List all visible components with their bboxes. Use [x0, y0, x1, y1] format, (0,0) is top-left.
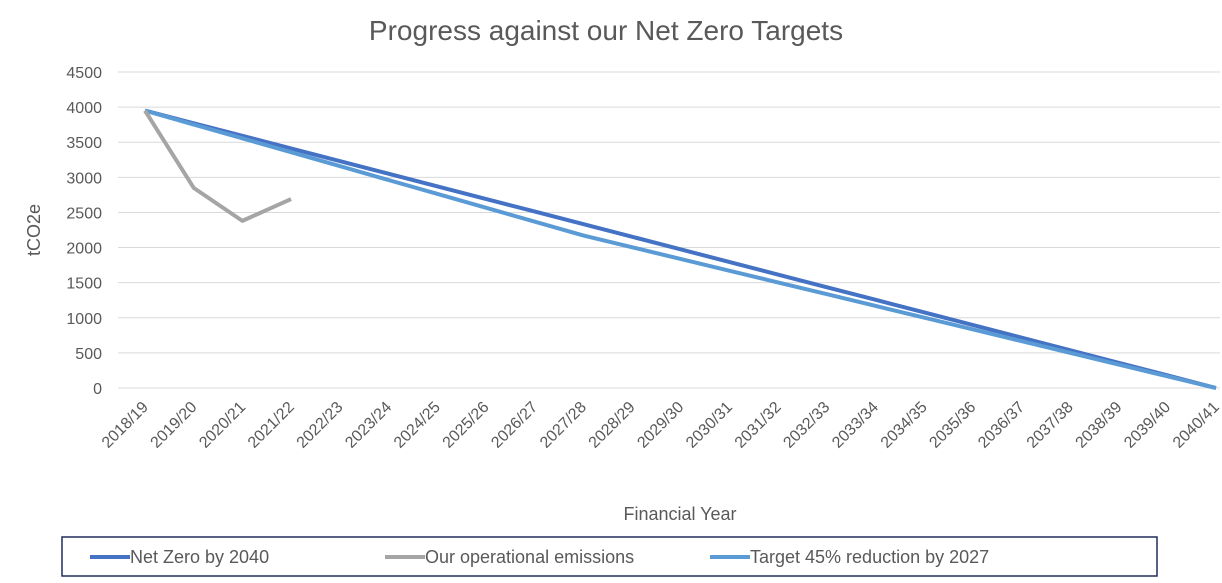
x-tick-label: 2022/23 [294, 399, 347, 452]
series-line [144, 108, 1217, 390]
series-line [143, 109, 292, 223]
legend-box [61, 536, 1158, 577]
x-tick-label: 2026/27 [488, 399, 541, 452]
x-tick-label: 2033/34 [829, 399, 882, 452]
legend-label: Net Zero by 2040 [130, 547, 269, 567]
y-tick-label: 0 [93, 381, 102, 398]
x-axis-label: Financial Year [623, 504, 736, 524]
x-tick-label: 2018/19 [99, 399, 152, 452]
y-tick-label: 1500 [66, 276, 102, 293]
x-tick-label: 2034/35 [878, 399, 931, 452]
series-line [144, 108, 1217, 390]
x-tick-label: 2025/26 [440, 399, 493, 452]
x-tick-label: 2037/38 [1024, 399, 1077, 452]
y-axis-label: tCO2e [24, 204, 44, 256]
y-tick-label: 500 [75, 346, 102, 363]
y-tick-label: 4000 [66, 100, 102, 117]
chart-title: Progress against our Net Zero Targets [369, 15, 843, 46]
y-tick-label: 1000 [66, 311, 102, 328]
x-tick-label: 2031/32 [732, 399, 785, 452]
x-tick-label: 2032/33 [780, 399, 833, 452]
x-tick-label: 2019/20 [148, 399, 201, 452]
x-tick-label: 2027/28 [537, 399, 590, 452]
x-tick-label: 2040/41 [1170, 399, 1222, 452]
y-tick-label: 3000 [66, 170, 102, 187]
x-tick-label: 2029/30 [634, 399, 687, 452]
x-tick-label: 2038/39 [1073, 399, 1126, 452]
x-tick-label: 2036/37 [975, 399, 1028, 452]
x-tick-label: 2024/25 [391, 399, 444, 452]
x-tick-label: 2030/31 [683, 399, 736, 452]
x-tick-label: 2021/22 [245, 399, 298, 452]
x-tick-label: 2039/40 [1121, 399, 1174, 452]
x-tick-label: 2035/36 [926, 399, 979, 452]
x-tick-label: 2028/29 [586, 399, 639, 452]
legend-label: Our operational emissions [425, 547, 634, 567]
x-tick-label: 2020/21 [196, 399, 249, 452]
y-tick-label: 2500 [66, 205, 102, 222]
y-tick-label: 2000 [66, 241, 102, 258]
x-tick-label: 2023/24 [342, 399, 395, 452]
y-tick-label: 4500 [66, 65, 102, 82]
y-tick-label: 3500 [66, 135, 102, 152]
legend-label: Target 45% reduction by 2027 [750, 547, 989, 567]
